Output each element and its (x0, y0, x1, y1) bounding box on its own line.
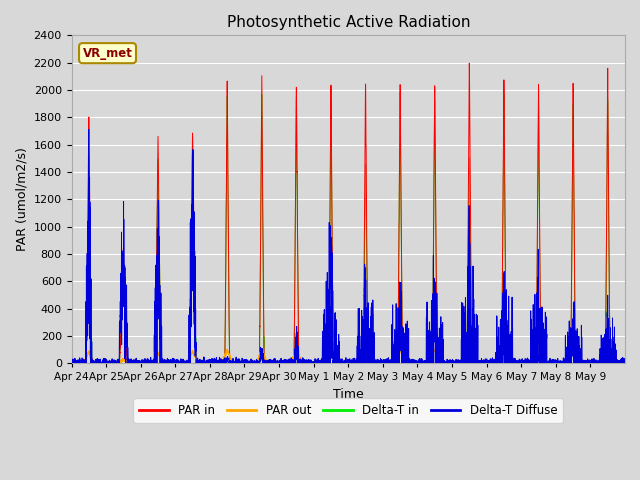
Y-axis label: PAR (umol/m2/s): PAR (umol/m2/s) (15, 147, 28, 252)
X-axis label: Time: Time (333, 388, 364, 401)
Legend: PAR in, PAR out, Delta-T in, Delta-T Diffuse: PAR in, PAR out, Delta-T in, Delta-T Dif… (133, 398, 563, 423)
Title: Photosynthetic Active Radiation: Photosynthetic Active Radiation (227, 15, 470, 30)
Text: VR_met: VR_met (83, 47, 132, 60)
